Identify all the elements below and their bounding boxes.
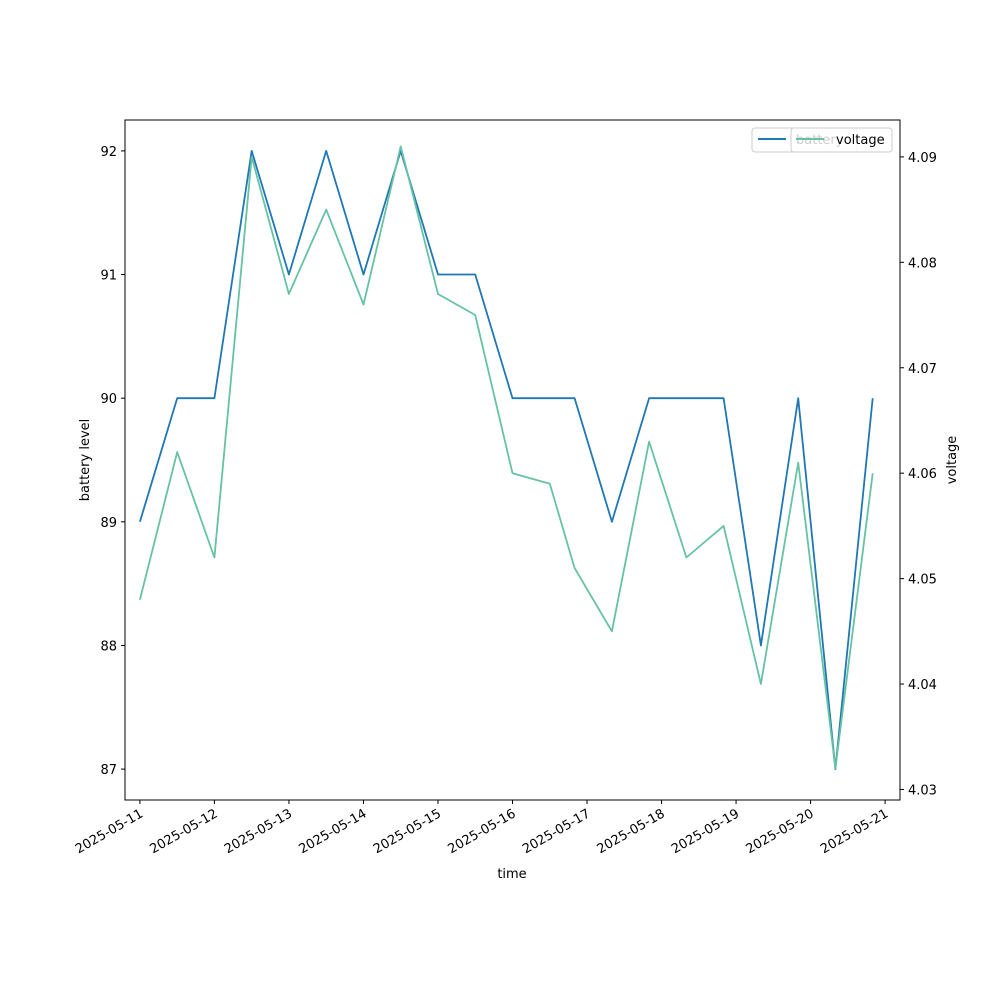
legend-voltage: voltage	[790, 127, 893, 153]
y-tick-label-2: 89	[100, 516, 117, 531]
y-tick-label-1: 88	[100, 639, 117, 654]
y-axis-label: battery level	[78, 419, 93, 502]
y2-tick-label-2: 4.05	[908, 573, 937, 588]
series-lines	[139, 145, 874, 770]
y-axis-left: 87 88 89 90 91 92	[100, 145, 125, 778]
y2-tick-label-4: 4.07	[908, 362, 937, 377]
y-tick-label-5: 92	[100, 145, 117, 160]
y2-tick-label-1: 4.04	[908, 678, 937, 693]
legend-voltage-label: voltage	[836, 133, 885, 148]
y2-tick-label-5: 4.08	[908, 256, 937, 271]
x-axis-label: time	[497, 867, 526, 882]
y-axis-right: 4.03 4.04 4.05 4.06 4.07 4.08 4.09	[900, 151, 937, 798]
y-tick-label-4: 91	[100, 269, 117, 284]
y-tick-label-0: 87	[100, 763, 117, 778]
y-tick-label-3: 90	[100, 392, 117, 407]
y2-axis-label: voltage	[945, 436, 960, 485]
y2-tick-label-6: 4.09	[908, 151, 937, 166]
y2-tick-label-3: 4.06	[908, 467, 937, 482]
y2-tick-label-0: 4.03	[908, 783, 937, 798]
legend-voltage-box	[790, 127, 893, 153]
